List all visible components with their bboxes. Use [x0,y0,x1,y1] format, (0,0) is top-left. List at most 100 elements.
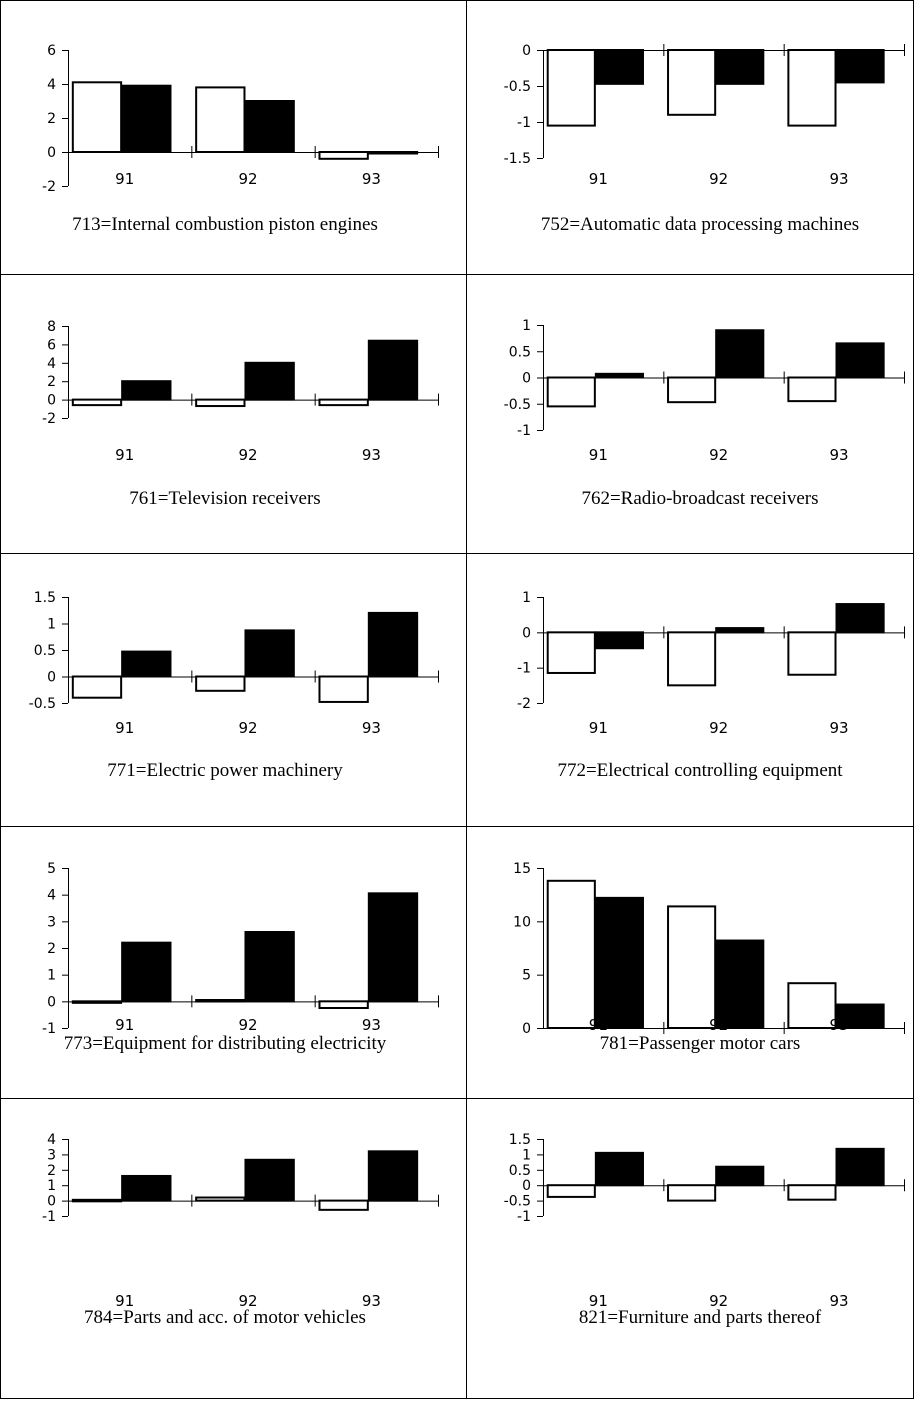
bar-black [121,84,172,153]
x-category-label: 93 [829,1016,848,1034]
bar-white [667,631,717,687]
x-category-label: 91 [589,170,608,188]
y-tick-label: 0 [522,371,531,387]
bar-white [667,376,717,404]
chart-title: 773=Equipment for distributing electrici… [64,1033,387,1054]
x-category-label: 92 [239,1292,258,1310]
x-category-label: 92 [239,170,258,188]
bar-white [318,1199,369,1211]
chart-panel: 8 6 4 2 0 -2 91 92 93 761=Television receivers [42,319,439,509]
y-tick-label: -0.5 [29,696,56,712]
x-category-label: 93 [829,719,848,737]
y-tick-label: 1 [522,1147,531,1163]
bar-black [367,1150,419,1202]
chart-panel: 1 0 -1 -2 91 92 93 772=Electrical controlling e… [517,590,905,781]
bar-white [787,376,837,403]
bar-black [835,49,885,84]
bar-black [367,151,419,155]
chart-title: 821=Furniture and parts thereof [579,1307,822,1328]
y-tick-label: -1 [517,661,531,677]
y-tick-label: 6 [47,337,56,353]
y-tick-label: 0 [522,625,531,641]
bar-white [546,879,596,1029]
bar-white [318,1000,369,1009]
chart-panel: 1 0.5 0 -0.5 -1 91 92 93 762=Radio-broadcast rec… [504,318,905,509]
y-tick-label: 0 [522,1178,531,1194]
bar-white [667,1184,717,1202]
bar-white [787,982,837,1030]
bar-black [835,1147,885,1187]
bar-black [121,650,172,678]
y-tick-label: -1 [42,1021,56,1037]
x-category-label: 92 [709,1292,728,1310]
y-tick-label: -0.5 [504,397,531,413]
x-category-label: 93 [362,1292,381,1310]
bar-white [195,86,246,153]
bar-black [121,380,172,401]
bar-white [71,398,123,407]
x-category-label: 92 [709,1016,728,1034]
bar-black [594,896,644,1029]
bar-white [71,81,123,153]
y-tick-label: 0.5 [509,1163,531,1179]
x-category-label: 92 [709,446,728,464]
x-category-label: 91 [115,170,134,188]
y-tick-label: 3 [47,1147,56,1163]
x-category-label: 92 [239,446,258,464]
bar-white [195,675,246,692]
bar-white [667,905,717,1030]
y-tick-label: 0.5 [509,344,531,360]
y-tick-label: 0 [522,43,531,59]
bar-white [546,49,596,127]
bar-black [367,611,419,678]
bar-black [715,939,765,1029]
x-category-label: 93 [362,446,381,464]
bar-black [244,629,295,678]
x-category-label: 92 [239,1016,258,1034]
chart-panel: 15 10 5 0 91 92 93 781=Passenger motor cars [513,861,905,1054]
y-tick-label: 2 [47,111,56,127]
bar-black [715,49,765,85]
y-tick-label: 3 [47,914,56,930]
y-tick-label: 2 [47,941,56,957]
bar-black [244,931,295,1003]
y-tick-label: -2 [517,696,531,712]
y-tick-label: 4 [47,888,56,904]
x-category-label: 91 [115,719,134,737]
x-category-label: 93 [829,170,848,188]
bar-white [71,1198,123,1203]
bar-black [715,1165,765,1187]
bar-black [835,342,885,379]
chart-title: 784=Parts and acc. of motor vehicles [84,1307,366,1328]
bar-black [121,1174,172,1202]
bar-black [244,100,295,153]
x-category-label: 91 [115,1016,134,1034]
bar-black [835,603,885,634]
chart-title: 762=Radio-broadcast receivers [581,488,818,509]
y-tick-label: -1.5 [504,151,531,167]
y-tick-label: 4 [47,1132,56,1148]
bar-white [195,1196,246,1202]
bar-black [594,372,644,379]
bar-black [715,329,765,379]
y-tick-label: 1 [522,318,531,334]
bar-white [318,151,369,160]
bar-white [546,1184,596,1198]
y-tick-label: -2 [42,411,56,427]
bar-black [367,892,419,1003]
bar-black [367,339,419,401]
x-category-label: 93 [362,170,381,188]
x-category-label: 93 [829,446,848,464]
y-tick-label: 0 [522,1021,531,1037]
y-tick-label: 1 [47,968,56,984]
bar-white [318,398,369,407]
bar-white [71,1000,123,1004]
bar-black [835,1003,885,1029]
y-tick-label: 15 [513,861,531,877]
chart-title: 713=Internal combustion piston engines [72,214,378,235]
chart-panel: 0 -0.5 -1 -1.5 91 92 93 752=Automatic data proc… [504,43,905,235]
bar-white [787,631,837,676]
